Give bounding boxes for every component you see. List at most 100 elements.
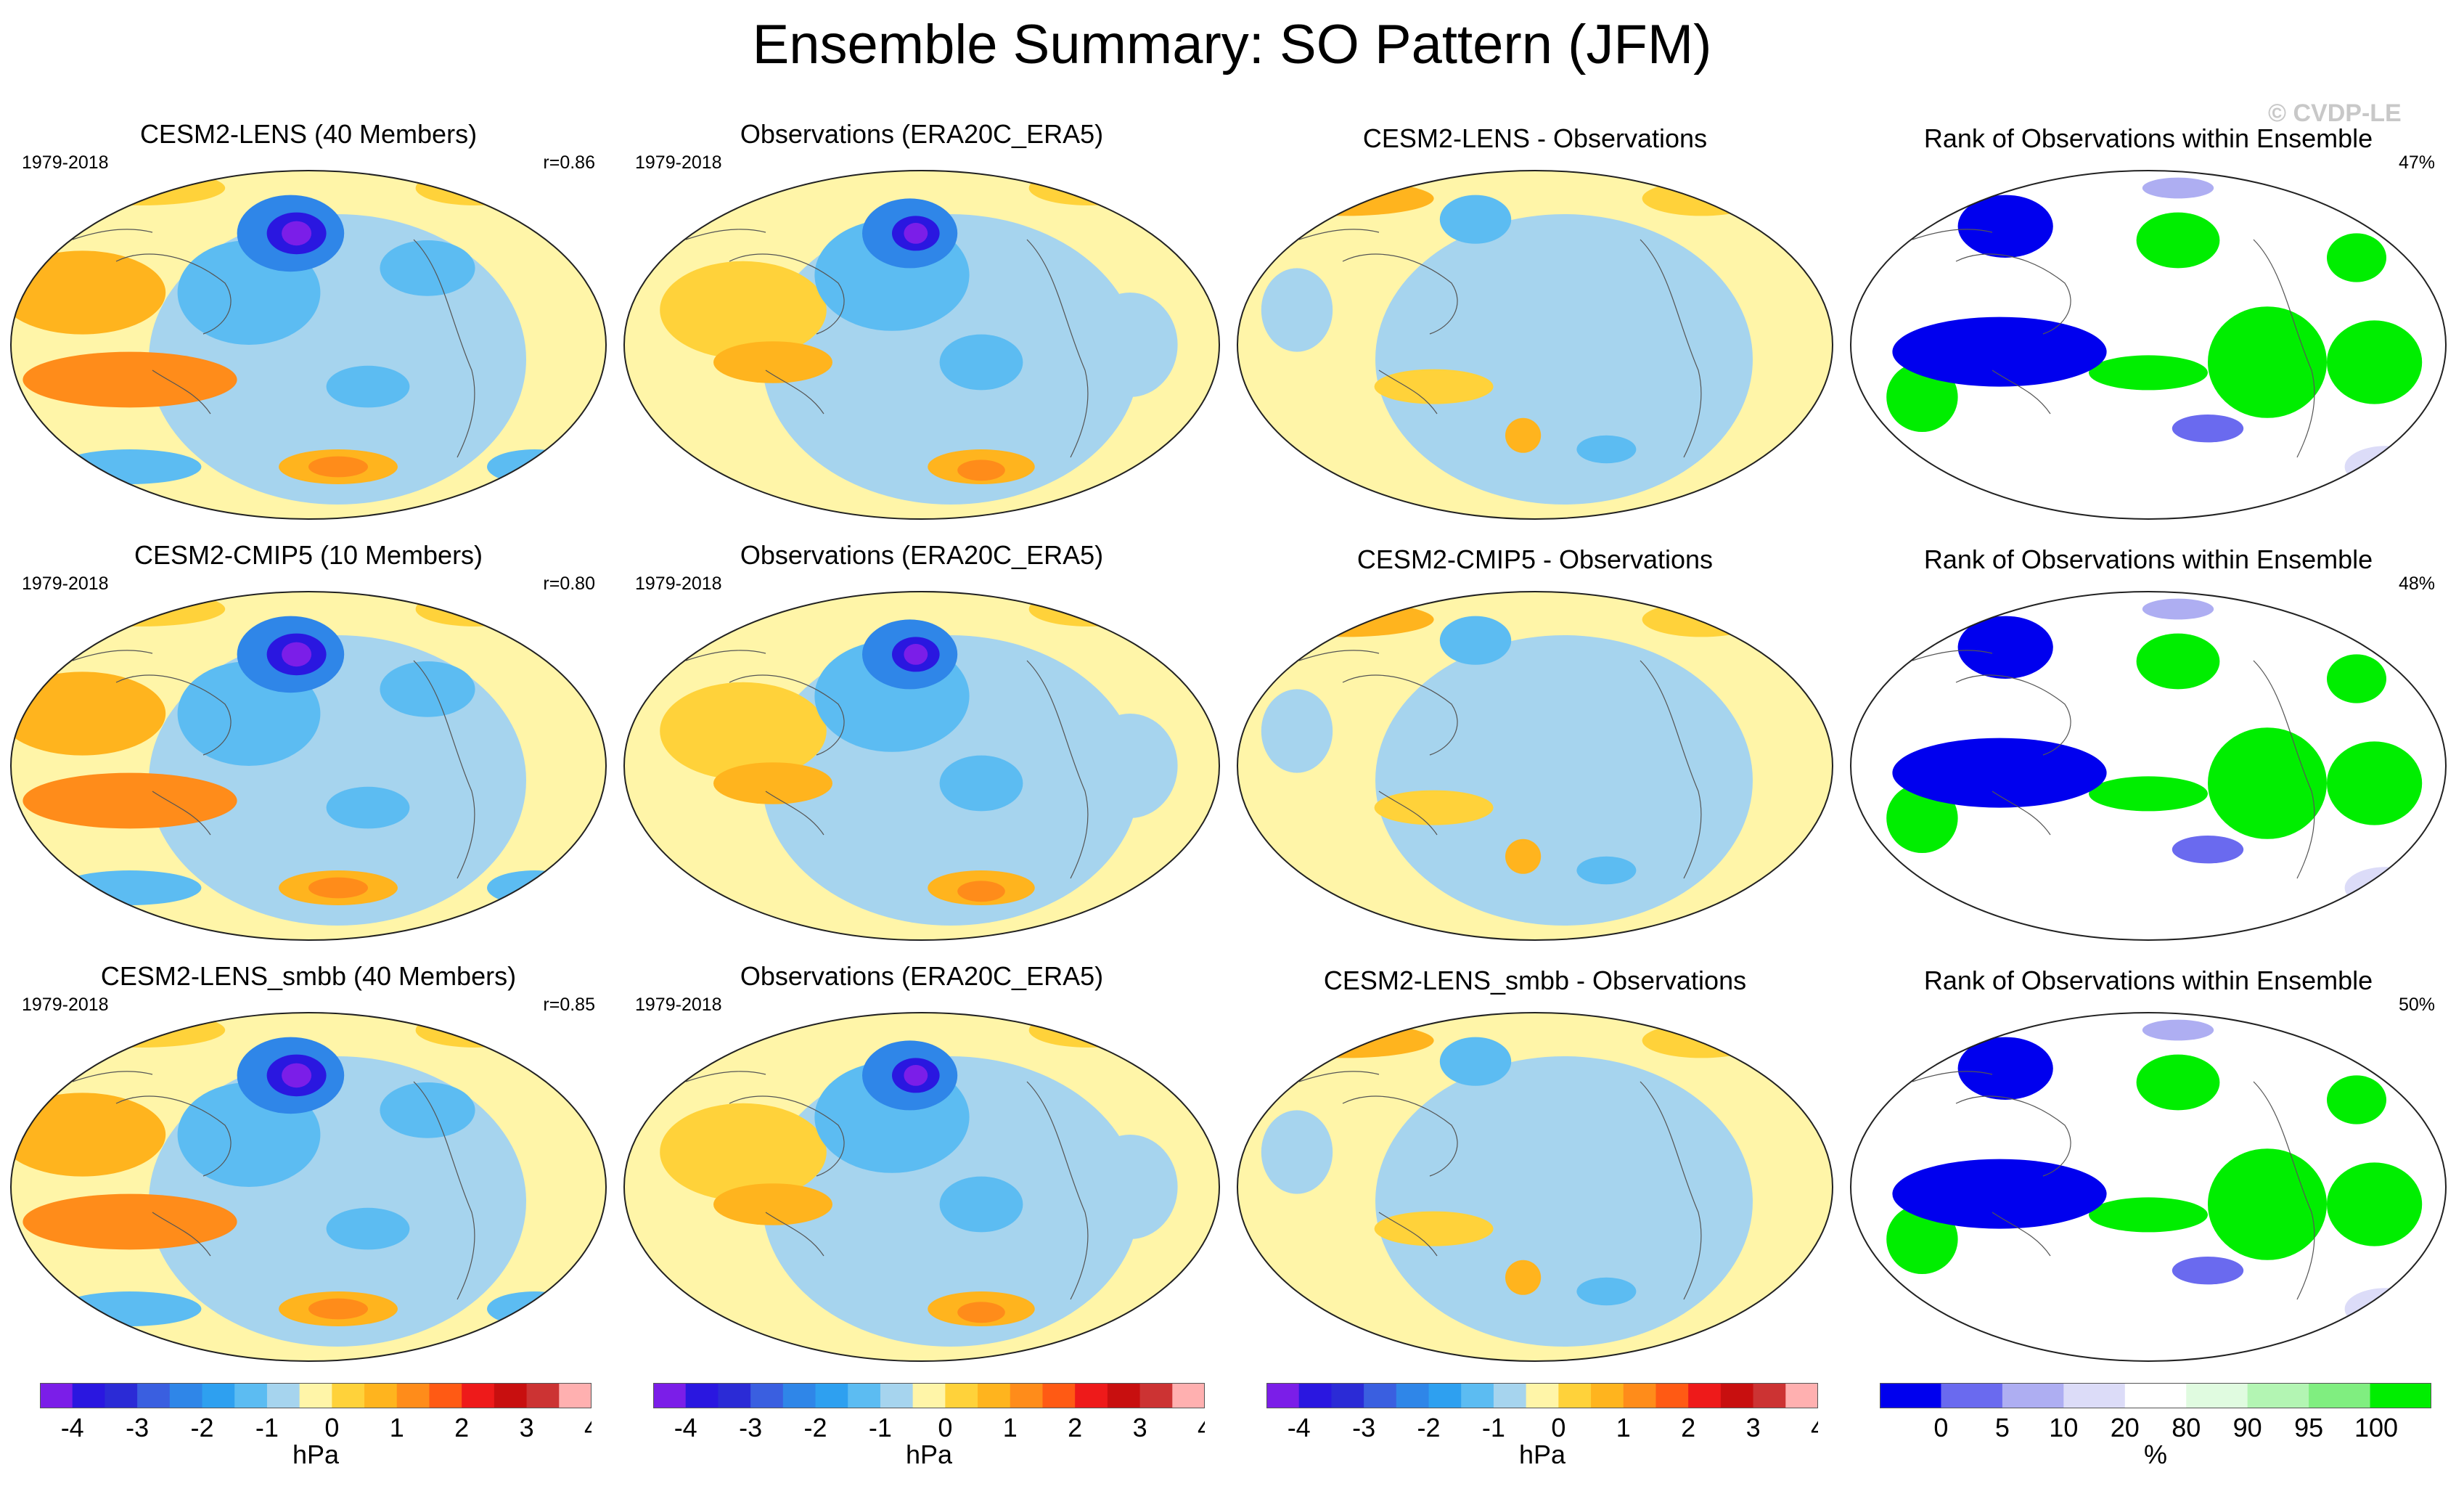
map-field: [10, 170, 607, 520]
field-contour: [2089, 355, 2208, 391]
colorbar-tick-label: 90: [2233, 1413, 2262, 1441]
colorbar-swatch: [848, 1383, 881, 1408]
colorbar-swatch: [1526, 1383, 1559, 1408]
panel-period: 1979-2018: [22, 573, 109, 594]
colorbar-tick-label: -1: [869, 1413, 892, 1441]
panel-stat: 47%: [2398, 152, 2435, 173]
coastline: [1298, 650, 1380, 661]
field-contour: [904, 223, 928, 244]
map-field: [623, 591, 1220, 941]
colorbar-swatch: [2002, 1383, 2064, 1408]
panel-title: Observations (ERA20C_ERA5): [740, 961, 1104, 991]
colorbar-swatch: [1688, 1383, 1722, 1408]
field-contour: [939, 334, 1023, 391]
field-contour: [2142, 1019, 2214, 1041]
coastline: [72, 1071, 153, 1082]
field-contour: [2327, 1162, 2423, 1246]
colorbar-unit: hPa: [292, 1440, 340, 1469]
panel-period: 1979-2018: [635, 995, 722, 1015]
colorbar-swatch: [2309, 1383, 2371, 1408]
map-outline: [10, 170, 607, 520]
colorbar-swatch: [912, 1383, 946, 1408]
field-contour: [2172, 836, 2244, 864]
coastline: [1955, 674, 2071, 756]
field-contour: [326, 1207, 410, 1250]
colorbar-unit: %: [2143, 1440, 2167, 1469]
field-contour: [1261, 689, 1333, 773]
colorbar-tick-label: 100: [2354, 1413, 2398, 1441]
colorbar-tick-label: 3: [1133, 1413, 1147, 1441]
field-contour: [326, 365, 410, 408]
coastline: [152, 791, 211, 836]
colorbar-swatch: [1266, 1383, 1300, 1408]
field-contour: [713, 762, 832, 804]
field-contour: [1505, 1260, 1542, 1295]
coastline: [765, 370, 824, 415]
panel-title: CESM2-CMIP5 (10 Members): [134, 540, 483, 570]
colorbar-swatch: [653, 1383, 687, 1408]
coastline: [1026, 1081, 1089, 1300]
coastline: [152, 370, 211, 415]
colorbar-swatch: [782, 1383, 816, 1408]
field-contour: [1439, 1037, 1512, 1086]
panel-period: 1979-2018: [635, 573, 722, 594]
map-panel: CESM2-LENS - Observations: [1234, 116, 1836, 537]
colorbar-swatch: [1558, 1383, 1592, 1408]
field-contour: [2208, 1148, 2327, 1260]
field-contour: [660, 682, 827, 780]
field-contour: [308, 456, 368, 478]
watermark: © CVDP-LE: [2268, 99, 2402, 127]
field-contour: [326, 786, 410, 829]
field-contour: [380, 661, 475, 717]
map-panel: Rank of Observations within Ensemble 48%: [1847, 537, 2449, 958]
colorbar-swatch: [266, 1383, 300, 1408]
colorbar-swatch: [364, 1383, 398, 1408]
colorbar-tick-label: -3: [739, 1413, 762, 1441]
colorbar-tick-label: 1: [390, 1413, 404, 1441]
colorbar-swatch: [2247, 1383, 2309, 1408]
map-outline: [623, 1012, 1220, 1362]
colorbar-swatch: [978, 1383, 1011, 1408]
field-contour: [58, 870, 202, 905]
colorbar-tick-label: 1: [1003, 1413, 1018, 1441]
field-contour: [1481, 703, 1648, 829]
field-contour: [22, 772, 237, 829]
coastline: [2253, 660, 2315, 879]
map-outline: [1237, 591, 1833, 941]
map-field: [623, 1012, 1220, 1362]
coastline: [1640, 660, 1702, 879]
colorbar-tick-label: -2: [804, 1413, 827, 1441]
map-field: [1237, 170, 1833, 520]
coastline: [729, 253, 845, 335]
coastline: [1992, 1212, 2051, 1257]
map-outline: [1237, 1012, 1833, 1362]
colorbar-tick-label: -4: [674, 1413, 697, 1441]
coastline: [115, 674, 232, 756]
colorbar-tick-label: -4: [1288, 1413, 1311, 1441]
panel-period: 1979-2018: [22, 152, 109, 173]
colorbar-tick-label: 10: [2049, 1413, 2078, 1441]
panel-title: Rank of Observations within Ensemble: [1923, 123, 2373, 153]
colorbar-swatch: [945, 1383, 978, 1408]
rank-colorbar: 0 5 10 20 80 90 95 100%: [1880, 1383, 2431, 1470]
coastline: [413, 239, 475, 458]
coastline: [1342, 1095, 1458, 1177]
field-contour: [713, 341, 832, 383]
map-panel: Rank of Observations within Ensemble 50%: [1847, 958, 2449, 1379]
field-contour: [1082, 1135, 1178, 1239]
map-panel: CESM2-CMIP5 - Observations: [1234, 537, 1836, 958]
coastline: [1640, 239, 1702, 458]
field-contour: [1576, 1277, 1637, 1306]
field-contour: [2136, 1054, 2220, 1111]
colorbar-swatch: [1010, 1383, 1043, 1408]
field-contour: [957, 881, 1005, 902]
colorbar-swatch: [1655, 1383, 1689, 1408]
coastline: [1342, 253, 1458, 335]
colorbar-swatch: [72, 1383, 105, 1408]
coastline: [1912, 1071, 1993, 1082]
colorbar-swatch: [1880, 1383, 1941, 1408]
map-field: [1850, 1012, 2447, 1362]
field-contour: [1957, 1037, 2053, 1100]
colorbar-tick-label: 1: [1616, 1413, 1631, 1441]
panel-period: 1979-2018: [22, 995, 109, 1015]
